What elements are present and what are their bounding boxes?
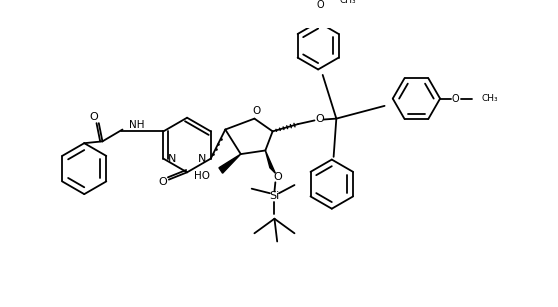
Text: CH₃: CH₃ (340, 0, 357, 5)
Polygon shape (219, 154, 240, 173)
Text: O: O (89, 112, 98, 122)
Text: O: O (316, 0, 324, 10)
Text: O: O (316, 114, 324, 124)
Text: O: O (452, 94, 459, 103)
Text: NH: NH (129, 120, 145, 130)
Text: N: N (198, 154, 206, 164)
Text: N: N (167, 154, 176, 164)
Text: CH₃: CH₃ (482, 94, 499, 103)
Text: HO: HO (194, 171, 210, 181)
Text: O: O (158, 177, 167, 187)
Text: O: O (252, 106, 261, 116)
Text: Si: Si (270, 191, 280, 201)
Polygon shape (266, 150, 275, 173)
Text: O: O (274, 172, 282, 182)
